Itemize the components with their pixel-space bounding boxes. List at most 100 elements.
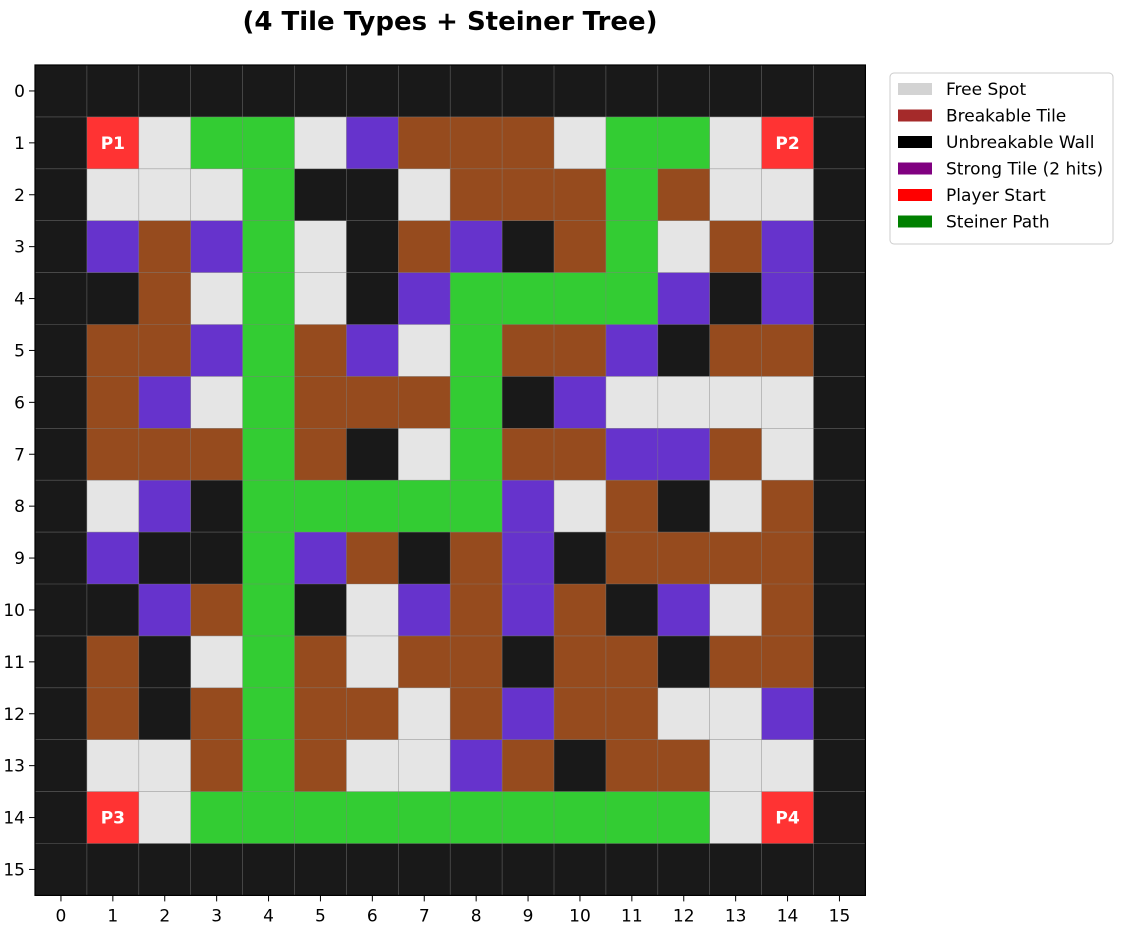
cell-r14-c6 — [346, 791, 399, 844]
cell-r5-c3 — [190, 324, 243, 377]
cell-r9-c1 — [86, 532, 140, 585]
cell-r13-c10 — [554, 739, 607, 792]
cell-r2-c4 — [242, 168, 295, 221]
cell-r11-c14 — [761, 635, 814, 689]
y-tick-label: 4 — [14, 290, 25, 310]
chart-title-line-0: (4 Tile Types + Steiner Tree) — [242, 7, 657, 37]
cell-r7-c8 — [450, 428, 503, 481]
cell-r0-c5 — [294, 65, 347, 118]
cell-r7-c14 — [761, 428, 814, 481]
cell-r14-c7 — [398, 791, 451, 844]
cell-r15-c9 — [502, 843, 555, 896]
cell-r3-c5 — [294, 220, 347, 273]
cell-r13-c5 — [294, 739, 347, 792]
cell-r2-c6 — [346, 168, 399, 221]
y-tick-label: 8 — [14, 497, 25, 517]
cell-r5-c11 — [605, 324, 659, 377]
x-tick-label: 12 — [673, 906, 695, 926]
y-tick-label: 11 — [3, 653, 25, 673]
cell-r12-c14 — [761, 687, 814, 740]
cell-r4-c7 — [398, 272, 451, 325]
cell-r7-c9 — [502, 428, 555, 481]
cell-r2-c9 — [502, 168, 555, 221]
cell-r12-c10 — [554, 687, 607, 740]
cell-r5-c9 — [502, 324, 555, 377]
cell-r15-c3 — [190, 843, 243, 896]
cell-r7-c2 — [138, 428, 191, 481]
cell-r10-c11 — [605, 584, 659, 637]
cell-r15-c10 — [554, 843, 607, 896]
cell-r4-c15 — [813, 272, 866, 325]
y-tick-label: 3 — [14, 238, 25, 258]
cell-r8-c1 — [86, 480, 140, 533]
cell-r7-c10 — [554, 428, 607, 481]
cell-r8-c5 — [294, 480, 347, 533]
y-tick-label: 10 — [3, 601, 25, 621]
cell-r1-c6 — [346, 116, 399, 170]
cell-r4-c2 — [138, 272, 191, 325]
cell-r15-c13 — [709, 843, 762, 896]
y-tick-label: 5 — [14, 341, 25, 361]
cell-r2-c5 — [294, 168, 347, 221]
cell-r9-c6 — [346, 532, 399, 585]
cell-r12-c2 — [138, 687, 191, 740]
cell-r0-c6 — [346, 65, 399, 118]
cell-r11-c5 — [294, 635, 347, 689]
cell-r4-c4 — [242, 272, 295, 325]
cell-r11-c10 — [554, 635, 607, 689]
y-tick-label: 14 — [3, 809, 25, 829]
cell-r9-c8 — [450, 532, 503, 585]
cell-r8-c13 — [709, 480, 762, 533]
cell-r13-c11 — [605, 739, 659, 792]
x-tick-label: 9 — [523, 906, 534, 926]
cell-r0-c3 — [190, 65, 243, 118]
cell-r4-c3 — [190, 272, 243, 325]
legend-label: Steiner Path — [946, 213, 1050, 233]
player-label-p3: P3 — [101, 809, 125, 829]
cell-r1-c11 — [605, 116, 659, 170]
x-tick-label: 7 — [419, 906, 430, 926]
cell-r12-c5 — [294, 687, 347, 740]
cell-r9-c5 — [294, 532, 347, 585]
cell-r6-c5 — [294, 376, 347, 429]
cell-r9-c14 — [761, 532, 814, 585]
cell-r7-c3 — [190, 428, 243, 481]
cell-r1-c0 — [35, 116, 88, 170]
cell-r0-c15 — [813, 65, 866, 118]
cell-r6-c8 — [450, 376, 503, 429]
cell-r15-c8 — [450, 843, 503, 896]
cell-r1-c12 — [657, 116, 710, 170]
cell-r0-c9 — [502, 65, 555, 118]
cell-r10-c0 — [35, 584, 88, 637]
cell-r3-c9 — [502, 220, 555, 273]
cell-r5-c0 — [35, 324, 88, 377]
cell-r8-c8 — [450, 480, 503, 533]
cell-r5-c13 — [709, 324, 762, 377]
cell-r11-c9 — [502, 635, 555, 689]
cell-r6-c12 — [657, 376, 710, 429]
x-tick-label: 14 — [777, 906, 799, 926]
cell-r10-c2 — [138, 584, 191, 637]
x-tick-label: 0 — [56, 906, 67, 926]
cell-r5-c2 — [138, 324, 191, 377]
cell-r15-c2 — [138, 843, 191, 896]
x-tick-label: 6 — [367, 906, 378, 926]
cell-r4-c6 — [346, 272, 399, 325]
cell-r4-c5 — [294, 272, 347, 325]
cell-r8-c14 — [761, 480, 814, 533]
legend-label: Free Spot — [946, 80, 1026, 100]
cell-r2-c13 — [709, 168, 762, 221]
cell-r12-c9 — [502, 687, 555, 740]
cell-r1-c8 — [450, 116, 503, 170]
cell-r6-c10 — [554, 376, 607, 429]
cell-r2-c7 — [398, 168, 451, 221]
cell-r12-c7 — [398, 687, 451, 740]
cell-r10-c8 — [450, 584, 503, 637]
legend-swatch-F — [898, 83, 932, 95]
cell-r6-c11 — [605, 376, 659, 429]
cell-r14-c9 — [502, 791, 555, 844]
cell-r10-c4 — [242, 584, 295, 637]
cell-r11-c3 — [190, 635, 243, 689]
cell-r1-c3 — [190, 116, 243, 170]
cell-r0-c0 — [35, 65, 88, 118]
